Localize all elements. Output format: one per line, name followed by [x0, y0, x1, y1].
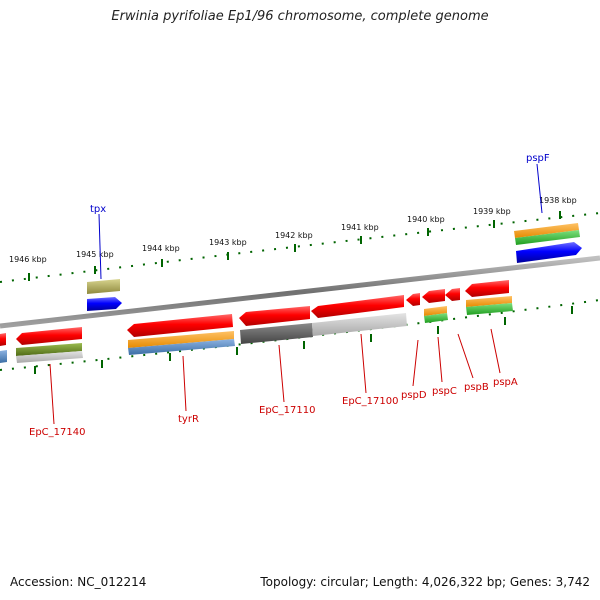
- scale-label: 1944 kbp: [142, 244, 180, 253]
- accession-text: Accession: NC_012214: [10, 575, 147, 589]
- gene-label-pspA[interactable]: pspA: [493, 377, 518, 388]
- gene-EpC_17140-olive[interactable]: [16, 343, 82, 356]
- leader-pspB: [457, 333, 474, 379]
- gene-label-tyrR[interactable]: tyrR: [178, 414, 199, 425]
- leader-tpx: [98, 213, 102, 280]
- map-title: Erwinia pyrifoliae Ep1/96 chromosome, co…: [111, 9, 489, 24]
- leader-pspA: [490, 328, 501, 374]
- gene-pspF-green[interactable]: [515, 230, 580, 245]
- gene-tyrR-red[interactable]: [127, 314, 233, 337]
- genome-summary-text: Topology: circular; Length: 4,026,322 bp…: [260, 575, 590, 589]
- gene-pspC-green[interactable]: [424, 313, 448, 323]
- gene-tpx-arrow[interactable]: [87, 297, 122, 311]
- scale-label: 1945 kbp: [76, 250, 114, 259]
- scale-label: 1946 kbp: [9, 255, 47, 264]
- gene-tyrR-orange[interactable]: [128, 331, 234, 348]
- gene-label-pspB[interactable]: pspB: [464, 382, 489, 393]
- gene-pspF-blue[interactable]: [516, 242, 582, 263]
- gene-EpC_17110-dark[interactable]: [240, 323, 313, 344]
- leader-EpC_17110: [278, 344, 285, 403]
- leader-EpC_17140: [49, 363, 55, 425]
- scale-label: 1943 kbp: [209, 238, 247, 247]
- gene-label-pspC[interactable]: pspC: [432, 386, 457, 397]
- leader-EpC_17100: [360, 333, 367, 394]
- gene-pspC-orange[interactable]: [424, 306, 447, 316]
- scale-label: 1941 kbp: [341, 223, 379, 232]
- gene-EpC_17140-gray[interactable]: [16, 351, 83, 363]
- gene-pspB-red[interactable]: [445, 288, 460, 301]
- leader-pspF: [536, 163, 543, 214]
- gene-pspD-red[interactable]: [406, 293, 420, 306]
- gene-tyrR-steel[interactable]: [128, 339, 235, 355]
- upper-scale-line: [0, 212, 600, 283]
- chromosome-backbone: [0, 255, 600, 329]
- gene-EpC_17100-gray[interactable]: [312, 313, 407, 336]
- scale-label: 1938 kbp: [539, 196, 577, 205]
- gene-tpx-bar[interactable]: [87, 279, 120, 294]
- gene-label-tpx[interactable]: tpx: [90, 204, 106, 215]
- gene-label-EpC_17140[interactable]: EpC_17140: [29, 427, 85, 438]
- lower-major-ticks: [34, 306, 573, 374]
- gene-edge-red[interactable]: [0, 333, 6, 346]
- gene-pspF-orange[interactable]: [514, 223, 579, 238]
- gene-pspA-green[interactable]: [466, 303, 513, 315]
- gene-label-EpC_17100[interactable]: EpC_17100: [342, 396, 398, 407]
- gene-EpC_17100-red[interactable]: [311, 295, 404, 318]
- leader-pspC: [437, 336, 443, 383]
- leader-pspD: [412, 339, 419, 387]
- gene-EpC_17110-red[interactable]: [239, 306, 310, 326]
- gene-label-pspD[interactable]: pspD: [401, 390, 427, 401]
- scale-label: 1942 kbp: [275, 231, 313, 240]
- gene-EpC_17140-red[interactable]: [16, 327, 82, 345]
- gene-pspA-red[interactable]: [465, 280, 509, 297]
- gene-pspC-red[interactable]: [422, 289, 445, 303]
- scale-label: 1939 kbp: [473, 207, 511, 216]
- upper-major-ticks: [28, 211, 561, 281]
- gene-edge-steel[interactable]: [0, 350, 7, 363]
- gene-pspA-orange[interactable]: [466, 296, 512, 307]
- scale-label: 1940 kbp: [407, 215, 445, 224]
- gene-label-pspF[interactable]: pspF: [526, 153, 550, 164]
- gene-label-EpC_17110[interactable]: EpC_17110: [259, 405, 315, 416]
- leader-tyrR: [182, 355, 187, 412]
